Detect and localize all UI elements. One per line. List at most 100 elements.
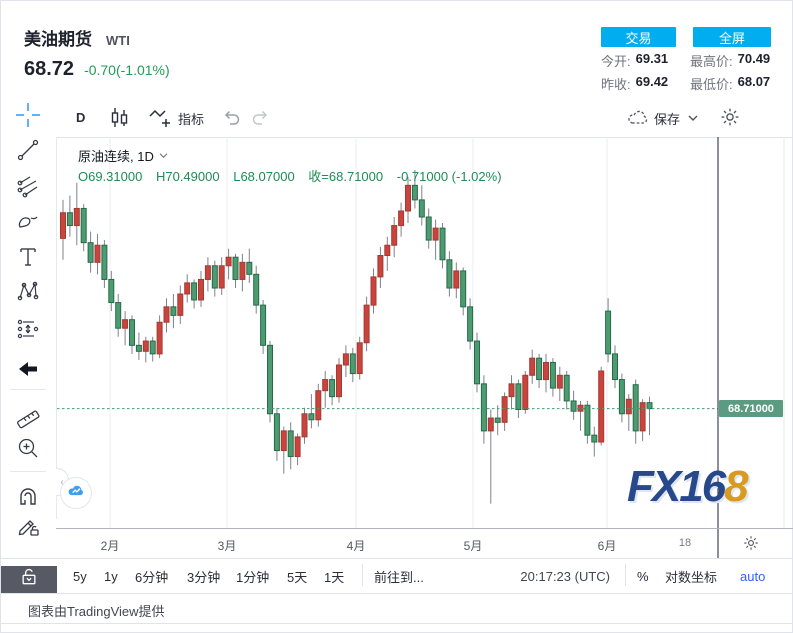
axis-gear-icon bbox=[742, 536, 760, 556]
indicators-button[interactable]: 指标 bbox=[148, 106, 204, 130]
redo-button[interactable] bbox=[250, 108, 270, 126]
series-name: 原油连续, 1D bbox=[78, 149, 154, 164]
sidebar-divider bbox=[56, 137, 57, 519]
clock-utc[interactable]: 20:17:23 (UTC) bbox=[520, 568, 610, 584]
brush-icon bbox=[16, 209, 40, 238]
stat-prev-close-value: 69.42 bbox=[635, 74, 669, 89]
toolbar-divider bbox=[56, 137, 793, 138]
stat-high-label: 最高价: bbox=[690, 54, 733, 69]
range-5y-button[interactable]: 5y bbox=[73, 565, 87, 587]
last-price: 68.72 bbox=[24, 58, 75, 80]
chart-type-candles-button[interactable] bbox=[108, 106, 130, 130]
gear-icon bbox=[719, 106, 741, 128]
text-tool[interactable] bbox=[16, 247, 40, 271]
crosshair-tool[interactable] bbox=[16, 102, 40, 129]
axis-day-18: 18 bbox=[678, 537, 692, 549]
stat-open-label: 今开: bbox=[601, 54, 631, 69]
candlestick-icon bbox=[108, 106, 130, 130]
stat-low: 最低价: 68.07 bbox=[690, 74, 770, 93]
undo-button[interactable] bbox=[222, 108, 242, 126]
bottom-separator-1 bbox=[362, 564, 363, 586]
hide-drawings-tool[interactable] bbox=[16, 359, 40, 383]
ohlc-high: H70.49000 bbox=[155, 169, 220, 184]
lock-all-drawings-tool[interactable] bbox=[1, 566, 57, 593]
magnet-mode-tool[interactable] bbox=[16, 486, 40, 515]
zoom-in-tool[interactable] bbox=[16, 438, 40, 462]
drawing-lock-tool[interactable] bbox=[16, 516, 40, 540]
range-6min-button[interactable]: 6分钟 bbox=[135, 565, 168, 587]
bottom-separator-2 bbox=[625, 564, 626, 586]
stat-high: 最高价: 70.49 bbox=[690, 51, 770, 70]
stat-low-value: 68.07 bbox=[737, 74, 771, 89]
ohlc-change: -0.71000 (-1.02%) bbox=[396, 169, 502, 184]
range-1min-button[interactable]: 1分钟 bbox=[236, 565, 269, 587]
forecast-icon bbox=[16, 317, 40, 346]
sidebar-group-divider bbox=[10, 389, 46, 390]
stat-high-value: 70.49 bbox=[737, 51, 771, 66]
measure-tool[interactable] bbox=[16, 405, 40, 429]
arrow-left-icon bbox=[16, 357, 40, 386]
range-3min-button[interactable]: 3分钟 bbox=[187, 565, 220, 587]
fullscreen-button[interactable]: 全屏 bbox=[693, 27, 771, 47]
stat-open-value: 69.31 bbox=[635, 51, 669, 66]
pencil-lock-icon bbox=[16, 514, 40, 543]
pitchfork-icon bbox=[16, 174, 40, 203]
range-1d-button[interactable]: 1天 bbox=[324, 565, 344, 587]
axis-month-jun: 6月 bbox=[597, 539, 617, 553]
last-price-tag: 68.71000 bbox=[719, 400, 783, 418]
instrument-symbol: WTI bbox=[106, 33, 130, 48]
crosshair-icon bbox=[15, 102, 41, 133]
auto-scale-button[interactable]: auto bbox=[740, 565, 765, 587]
ohlc-open: O69.31000 bbox=[78, 169, 143, 184]
interval-button[interactable]: D bbox=[76, 110, 86, 125]
ohlc-readout: O69.31000 H70.49000 L68.07000 收=68.71000… bbox=[78, 166, 512, 185]
redo-icon bbox=[250, 108, 270, 126]
stat-prev-close: 昨收: 69.42 bbox=[601, 74, 668, 93]
magnifier-plus-icon bbox=[16, 436, 40, 465]
brush-tool[interactable] bbox=[16, 211, 40, 235]
blue-cloud-chart-icon bbox=[66, 481, 86, 506]
text-icon bbox=[16, 245, 40, 274]
axis-month-apr: 4月 bbox=[346, 539, 366, 553]
save-label: 保存 bbox=[654, 111, 681, 127]
gann-fib-tool[interactable] bbox=[16, 174, 40, 203]
instrument-title: 美油期货 bbox=[24, 30, 92, 49]
stat-low-label: 最低价: bbox=[690, 77, 733, 92]
series-legend[interactable]: 原油连续, 1D bbox=[78, 146, 168, 165]
xabcd-pattern-icon bbox=[16, 279, 40, 308]
legend-chevron-down-icon bbox=[159, 152, 168, 159]
magnet-icon bbox=[16, 486, 40, 515]
save-layout-button[interactable]: 保存 bbox=[626, 106, 698, 130]
trade-button[interactable]: 交易 bbox=[601, 27, 676, 47]
axis-month-feb: 2月 bbox=[100, 539, 120, 553]
goto-date-button[interactable]: 前往到... bbox=[374, 565, 424, 587]
instrument-header: 美油期货 WTI bbox=[24, 25, 130, 50]
trend-line-icon bbox=[16, 138, 40, 167]
trend-line-tool[interactable] bbox=[16, 138, 40, 167]
log-scale-button[interactable]: 对数坐标 bbox=[665, 565, 717, 587]
ohlc-close: 收=68.71000 bbox=[308, 169, 384, 184]
fx168-watermark: FX168 bbox=[627, 462, 749, 512]
range-5d-button[interactable]: 5天 bbox=[287, 565, 307, 587]
axis-month-mar: 3月 bbox=[217, 539, 237, 553]
chart-settings-button[interactable] bbox=[719, 106, 741, 128]
indicators-label: 指标 bbox=[178, 111, 205, 127]
sidebar-group-divider-2 bbox=[10, 471, 46, 472]
pattern-tool[interactable] bbox=[16, 281, 40, 305]
projection-tool[interactable] bbox=[16, 319, 40, 343]
tradingview-attribution[interactable]: 图表由TradingView提供 bbox=[28, 604, 165, 619]
axis-settings-button[interactable] bbox=[742, 534, 760, 557]
chevron-left-icon: ‹ bbox=[60, 476, 64, 488]
indicator-zigzag-icon bbox=[148, 106, 174, 130]
price-change: -0.70(-1.01%) bbox=[84, 62, 170, 78]
drawing-toolbar bbox=[0, 100, 57, 593]
price-block: 68.72 -0.70(-1.01%) bbox=[24, 58, 170, 81]
provider-logo[interactable] bbox=[60, 477, 92, 509]
percent-scale-button[interactable]: % bbox=[637, 565, 649, 587]
stat-open: 今开: 69.31 bbox=[601, 51, 668, 70]
fx168-blue-text: FX16 bbox=[627, 462, 726, 511]
bottom-bar-divider bbox=[0, 558, 793, 559]
ruler-icon bbox=[16, 403, 40, 432]
range-1y-button[interactable]: 1y bbox=[104, 565, 118, 587]
